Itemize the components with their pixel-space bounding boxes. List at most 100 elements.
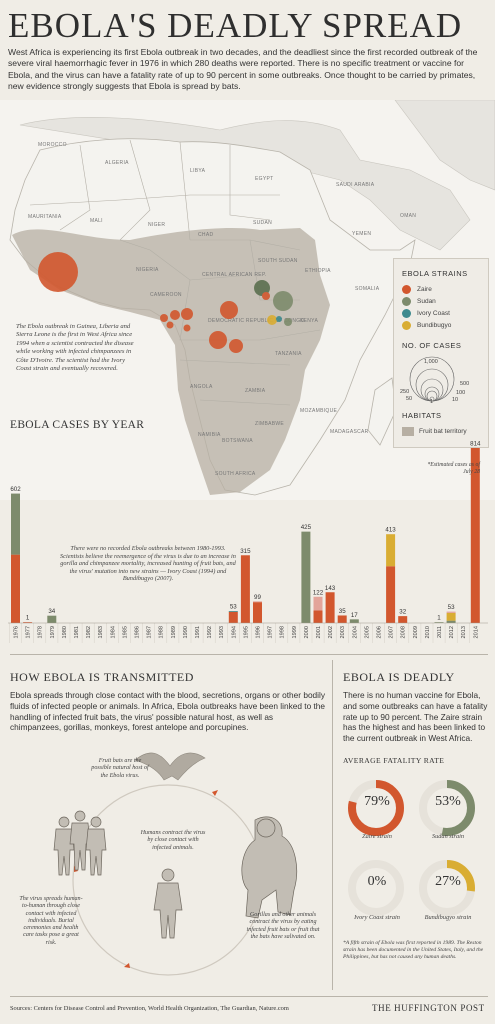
year-tick-label: 2006	[377, 626, 383, 638]
outbreak-marker	[183, 324, 191, 332]
bar-segment	[313, 596, 323, 611]
map-label: MALI	[90, 218, 103, 224]
map-label: LIBYA	[190, 168, 206, 174]
human-caption: Humans contract the virus by close conta…	[140, 830, 206, 851]
legend-item-bundibugyo: Bundibugyo	[402, 319, 451, 331]
fatality-label: Zaire strain	[362, 833, 392, 840]
fatality-pct: 79%	[364, 794, 390, 809]
bar-segment	[446, 612, 456, 621]
fruit-bat-territory	[12, 228, 330, 495]
map-label: CENTRAL AFRICAN REP.	[202, 272, 267, 278]
bar-segment	[47, 615, 57, 623]
year-tick-label: 2007	[389, 626, 395, 638]
outbreak-marker	[166, 321, 174, 329]
data-label: 53	[230, 604, 237, 611]
data-label: 1	[437, 615, 441, 622]
bundibugyo-swatch	[402, 320, 411, 330]
year-tick-label: 2009	[413, 626, 419, 638]
year-tick-label: 1979	[50, 626, 56, 638]
map-label: SUDAN	[253, 220, 272, 226]
human-icon	[153, 868, 183, 939]
data-label: 814	[470, 441, 481, 448]
data-label: 99	[254, 594, 261, 601]
year-tick-label: 1982	[86, 626, 92, 638]
year-tick-label: 1978	[38, 626, 44, 638]
map-label: KENYA	[300, 318, 318, 324]
map-label: NIGER	[148, 222, 165, 228]
fatality-rate-title: AVERAGE FATALITY RATE	[343, 756, 445, 765]
data-label: 315	[240, 548, 251, 555]
case-size-label: 10	[452, 397, 458, 403]
outbreak-marker	[262, 292, 270, 300]
year-tick-label: 1976	[14, 626, 20, 638]
year-tick-label: 1983	[98, 626, 104, 638]
bar-segment	[228, 611, 238, 612]
transmitted-body: Ebola spreads through close contact with…	[10, 690, 326, 733]
bar-segment	[23, 622, 33, 623]
year-tick-label: 2005	[364, 626, 370, 638]
map-legend: EBOLA STRAINS Zaire Sudan Ivory Coast Bu…	[393, 258, 489, 448]
legend-label: Sudan	[417, 297, 436, 305]
data-label: 602	[10, 486, 21, 493]
outbreak-marker	[267, 315, 277, 325]
data-label: 34	[48, 608, 55, 615]
chart-title: EBOLA CASES BY YEAR	[10, 419, 145, 431]
chart-ticks: 1976 1977 1978 1979 1980 1981 1982 1983 1984 1985…	[8, 622, 488, 643]
case-size-label: 250	[400, 389, 409, 395]
fatality-pct: 53%	[435, 794, 461, 809]
map-label: ETHIOPIA	[305, 268, 331, 274]
brand-logo: THE HUFFINGTON POST	[372, 1003, 485, 1013]
map-label: EGYPT	[255, 176, 273, 182]
bar-segment	[337, 615, 347, 623]
year-tick-label: 1996	[256, 626, 262, 638]
strains-title: EBOLA STRAINS	[402, 269, 468, 278]
guinea-outbreak-note: The Ebola outbreak in Guinea, Liberia an…	[16, 323, 134, 373]
data-label: 413	[385, 527, 396, 534]
year-tick-label: 1985	[122, 626, 128, 638]
fatality-donuts	[348, 780, 475, 916]
year-tick-label: 2010	[425, 626, 431, 638]
map-label: ANGOLA	[190, 384, 213, 390]
map-label: ZAMBIA	[245, 388, 266, 394]
map-label: DEMOCRATIC REPUBLIC OF CONGO	[208, 318, 305, 324]
gorilla-caption: Gorillas and other animals contract the …	[246, 912, 320, 940]
transmitted-heading: HOW EBOLA IS TRANSMITTED	[10, 670, 194, 684]
year-tick-label: 1995	[243, 626, 249, 638]
map-label: NAMIBIA	[198, 432, 221, 438]
map-label: ZIMBABWE	[255, 421, 284, 427]
year-tick-label: 2013	[461, 626, 467, 638]
legend-label: Ivory Coast	[417, 309, 450, 317]
outbreak-marker	[38, 252, 78, 292]
zaire-swatch	[402, 284, 411, 294]
map-label: SOUTH AFRICA	[215, 471, 256, 477]
year-tick-label: 1989	[171, 626, 177, 638]
page-title: EBOLA'S DEADLY SPREAD	[8, 6, 463, 45]
bar-segment	[434, 622, 444, 623]
fruit-bat-icon	[134, 752, 206, 781]
transmission-cycle	[53, 752, 297, 976]
sudan-swatch	[402, 296, 411, 306]
outbreak-marker	[273, 291, 293, 311]
year-tick-label: 1992	[207, 626, 213, 638]
human-to-human-caption: The virus spreads human-to-human through…	[19, 896, 83, 946]
map-label: BOTSWANA	[222, 438, 253, 444]
bar-segment	[386, 534, 396, 567]
legend-item-zaire: Zaire	[402, 283, 451, 295]
gorilla-icon	[241, 816, 297, 919]
outbreak-marker	[170, 310, 180, 320]
year-tick-label: 1994	[231, 626, 237, 638]
year-tick-label: 2012	[449, 626, 455, 638]
year-tick-label: 1997	[268, 626, 274, 638]
outbreak-marker	[209, 331, 227, 349]
year-tick-label: 1987	[147, 626, 153, 638]
year-tick-label: 1977	[26, 626, 32, 638]
year-tick-label: 2002	[328, 626, 334, 638]
year-tick-label: 1998	[280, 626, 286, 638]
case-size-label: 100	[456, 390, 465, 396]
bar-segment	[11, 554, 20, 623]
section-divider	[10, 654, 488, 655]
bar-segment	[398, 616, 408, 623]
year-tick-label: 2014	[473, 626, 479, 638]
